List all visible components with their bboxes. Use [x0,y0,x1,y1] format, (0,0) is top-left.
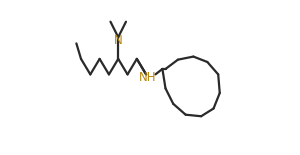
Text: N: N [114,34,123,47]
Text: NH: NH [139,71,157,84]
